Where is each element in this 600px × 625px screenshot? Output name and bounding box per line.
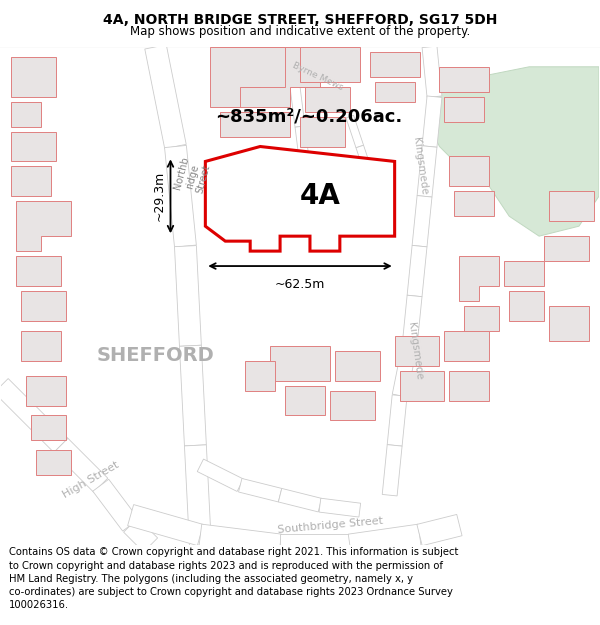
Polygon shape [335, 351, 380, 381]
Text: Map shows position and indicative extent of the property.: Map shows position and indicative extent… [130, 24, 470, 38]
Polygon shape [270, 346, 330, 381]
Text: Kingsmede: Kingsmede [410, 137, 428, 196]
Polygon shape [392, 344, 417, 397]
Polygon shape [387, 395, 407, 446]
Polygon shape [422, 96, 442, 148]
Text: Contains OS data © Crown copyright and database right 2021. This information is : Contains OS data © Crown copyright and d… [9, 548, 458, 610]
Polygon shape [346, 116, 364, 148]
Polygon shape [205, 146, 395, 251]
Polygon shape [400, 371, 445, 401]
Polygon shape [278, 488, 322, 512]
Polygon shape [280, 534, 350, 556]
Polygon shape [300, 117, 345, 146]
Polygon shape [220, 112, 290, 136]
Polygon shape [184, 445, 211, 546]
Polygon shape [93, 479, 139, 531]
Text: ~29.3m: ~29.3m [152, 171, 166, 221]
Polygon shape [145, 45, 186, 149]
Text: Northb
ridge
Street: Northb ridge Street [172, 156, 213, 197]
Text: Southbridge Street: Southbridge Street [277, 516, 383, 534]
Polygon shape [300, 47, 360, 82]
Polygon shape [290, 86, 305, 128]
Polygon shape [549, 191, 594, 221]
Polygon shape [179, 345, 206, 446]
Polygon shape [11, 131, 56, 161]
Polygon shape [305, 87, 350, 112]
Polygon shape [295, 126, 310, 167]
Polygon shape [422, 46, 442, 98]
Polygon shape [509, 291, 544, 321]
Polygon shape [54, 438, 108, 493]
Polygon shape [375, 82, 415, 102]
Polygon shape [285, 46, 300, 88]
Text: High Street: High Street [61, 460, 121, 501]
Polygon shape [31, 416, 66, 441]
Polygon shape [544, 236, 589, 261]
Polygon shape [417, 514, 462, 546]
Polygon shape [16, 256, 61, 286]
Polygon shape [11, 57, 56, 97]
Polygon shape [285, 386, 325, 416]
Polygon shape [197, 459, 244, 491]
Polygon shape [21, 291, 66, 321]
Polygon shape [11, 102, 41, 127]
Polygon shape [220, 47, 320, 107]
Polygon shape [128, 504, 203, 546]
Polygon shape [402, 295, 422, 346]
Polygon shape [417, 146, 437, 197]
Polygon shape [211, 47, 285, 107]
Text: SHEFFORD: SHEFFORD [97, 346, 214, 365]
Polygon shape [464, 306, 499, 331]
Polygon shape [21, 331, 61, 361]
Polygon shape [26, 376, 66, 406]
Polygon shape [16, 201, 71, 251]
Polygon shape [348, 524, 421, 556]
Polygon shape [124, 518, 158, 552]
Polygon shape [504, 261, 544, 286]
Polygon shape [199, 524, 281, 556]
Polygon shape [175, 246, 202, 346]
Polygon shape [439, 67, 489, 92]
Polygon shape [412, 196, 432, 247]
Polygon shape [225, 67, 260, 87]
Polygon shape [382, 444, 402, 496]
Polygon shape [430, 67, 599, 236]
Polygon shape [330, 391, 375, 421]
Polygon shape [319, 498, 361, 517]
Polygon shape [395, 336, 439, 366]
Polygon shape [36, 451, 71, 475]
Polygon shape [239, 479, 282, 502]
Polygon shape [245, 361, 275, 391]
Text: Kingsmede: Kingsmede [406, 321, 424, 380]
Polygon shape [164, 146, 196, 248]
Text: ~62.5m: ~62.5m [275, 278, 325, 291]
Polygon shape [275, 171, 330, 201]
Polygon shape [445, 97, 484, 122]
Polygon shape [445, 331, 489, 361]
Polygon shape [407, 246, 427, 297]
Polygon shape [454, 191, 494, 216]
Polygon shape [366, 176, 379, 207]
Polygon shape [460, 256, 499, 301]
Polygon shape [356, 145, 374, 177]
Text: ~835m²/~0.206ac.: ~835m²/~0.206ac. [215, 107, 403, 126]
Text: 4A: 4A [299, 182, 340, 210]
Text: 4A, NORTH BRIDGE STREET, SHEFFORD, SG17 5DH: 4A, NORTH BRIDGE STREET, SHEFFORD, SG17 … [103, 13, 497, 27]
Polygon shape [370, 52, 419, 77]
Polygon shape [449, 371, 489, 401]
Polygon shape [549, 306, 589, 341]
Polygon shape [220, 166, 270, 206]
Polygon shape [0, 379, 68, 452]
Polygon shape [11, 166, 51, 196]
Text: Byrne Mews: Byrne Mews [291, 61, 344, 92]
Polygon shape [449, 156, 489, 186]
